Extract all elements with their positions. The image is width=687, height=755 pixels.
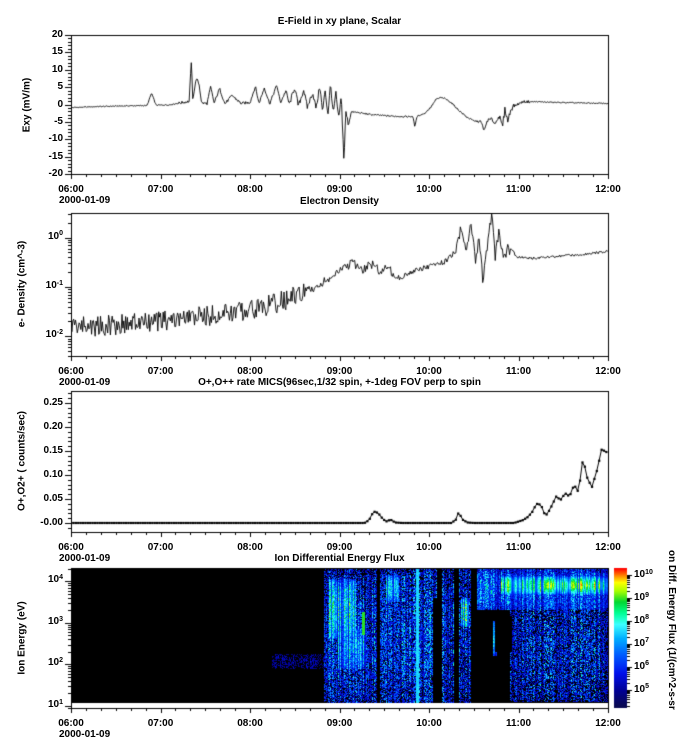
x-tick-label: 09:00 [326, 366, 353, 377]
colorbar-tick-label: 109 [634, 591, 650, 603]
y-tick-label: 0.15 [43, 444, 63, 456]
x-tick-label: 06:00 [58, 542, 84, 553]
x-tick-label: 07:00 [147, 366, 174, 377]
x-tick-label: 12:00 [595, 184, 621, 195]
date-label: 2000-01-09 [59, 553, 111, 564]
y-tick-label: 20 [51, 29, 63, 40]
colorbar-tick-label: 105 [634, 683, 650, 695]
x-tick-label: 08:00 [237, 542, 263, 553]
x-tick-label: 12:00 [595, 542, 621, 553]
y-tick-label: -15 [48, 150, 63, 162]
colorbar-tick-label: 108 [634, 614, 650, 626]
x-tick-label: 08:00 [237, 366, 263, 377]
panel2-title: Electron Density [300, 196, 379, 207]
y-tick-label: 104 [47, 573, 63, 586]
y-tick-label: -10 [48, 133, 63, 145]
y-tick-label: 10-1 [45, 279, 63, 291]
x-tick-label: 07:00 [147, 718, 174, 729]
date-label: 2000-01-09 [59, 729, 111, 740]
colorbar-label: on Diff. Energy Flux (1/(cm^2-s-sr [666, 550, 677, 710]
y-tick-label: -0.00 [40, 516, 63, 528]
x-tick-label: 10:00 [416, 184, 442, 195]
y-tick-label: 101 [47, 698, 63, 710]
x-tick-label: 08:00 [237, 184, 263, 195]
y-tick-label: 0.25 [43, 396, 63, 408]
x-tick-label: 12:00 [595, 366, 621, 377]
x-tick-label: 11:00 [505, 366, 532, 377]
x-tick-label: 07:00 [147, 542, 174, 553]
y-tick-label: 0.05 [43, 492, 63, 504]
x-tick-label: 10:00 [416, 542, 442, 553]
y-tick-label: 0.20 [43, 420, 63, 432]
y-tick-label: 0 [57, 98, 63, 110]
x-tick-label: 06:00 [58, 184, 84, 195]
x-tick-label: 10:00 [416, 366, 442, 377]
y-tick-label: 0.10 [43, 468, 63, 480]
panel4-title: Ion Differential Energy Flux [274, 553, 405, 564]
x-tick-label: 09:00 [326, 184, 353, 195]
y-tick-label: 15 [51, 46, 63, 58]
panel1-title: E-Field in xy plane, Scalar [277, 16, 402, 27]
y-tick-label: 5 [57, 81, 63, 93]
x-tick-label: 11:00 [505, 718, 532, 729]
y-tick-label: 103 [47, 615, 63, 627]
x-tick-label: 11:00 [505, 184, 532, 195]
y-tick-label: 10-2 [45, 328, 63, 341]
y-tick-label: -20 [48, 168, 63, 179]
colorbar-tick-label: 106 [634, 660, 650, 672]
colorbar-tick-label: 107 [634, 637, 650, 649]
y-tick-label: 102 [47, 657, 63, 669]
date-label: 2000-01-09 [59, 377, 111, 388]
y-tick-label: -5 [54, 115, 63, 127]
x-tick-label: 07:00 [147, 184, 174, 195]
colorbar-tick-label: 1010 [634, 568, 653, 580]
x-tick-label: 06:00 [58, 718, 84, 729]
x-tick-label: 06:00 [58, 366, 84, 377]
x-tick-label: 09:00 [326, 542, 353, 553]
x-tick-label: 12:00 [595, 718, 621, 729]
x-tick-label: 09:00 [326, 718, 353, 729]
y-tick-label: 10 [51, 63, 63, 75]
x-tick-label: 11:00 [505, 542, 532, 553]
x-tick-label: 10:00 [416, 718, 442, 729]
panel3-title: O+,O++ rate MICS(96sec,1/32 spin, +-1deg… [198, 377, 481, 388]
x-tick-label: 08:00 [237, 718, 263, 729]
y-tick-label: 100 [47, 230, 63, 242]
date-label: 2000-01-09 [59, 195, 111, 206]
